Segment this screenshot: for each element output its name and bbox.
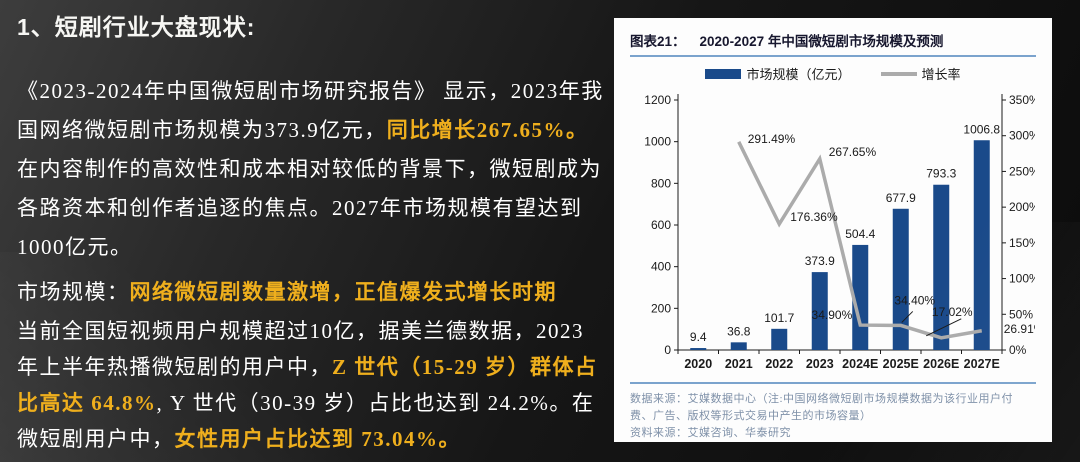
body-text: , Y 世代（30-39 岁）占比也达到 24.2%。在微短剧用户中， (17, 391, 595, 451)
right-axis-label: 0% (1009, 343, 1027, 357)
bar-2022 (771, 328, 788, 350)
growth-value-label-2023: 267.65% (829, 145, 877, 159)
market-scale-paragraph: 市场规模：网络微短剧数量激增，正值爆发式增长时期 (17, 273, 605, 311)
category-label-2022: 2022 (765, 357, 793, 371)
user-structure-paragraph: 当前全国短视频用户规模超过10亿，据美兰德数据，2023年上半年热播微短剧的用户… (17, 313, 605, 457)
growth-value-label-2021: 291.49% (748, 132, 796, 146)
bar-2026E (933, 184, 950, 350)
category-label-2023: 2023 (806, 357, 834, 371)
right-axis-label: 100% (1009, 272, 1035, 286)
left-axis-label: 400 (651, 260, 671, 274)
right-axis-label: 150% (1009, 236, 1035, 250)
category-label-2020: 2020 (684, 357, 712, 371)
figure-sources: 数据来源：艾媒数据中心（注:中国网络微短剧市场规模数据为该行业用户付费、广告、版… (630, 382, 1036, 442)
right-axis-label: 250% (1009, 164, 1035, 178)
body-text: 市场规模： (17, 280, 130, 304)
growth-label-leader-2025E (901, 311, 914, 323)
right-axis-label: 350% (1009, 93, 1035, 107)
growth-value-label-2027E: 26.91% (1004, 322, 1035, 336)
bar-value-label-2027E: 1006.8 (963, 122, 1000, 136)
legend-label-growth-rate: 增长率 (921, 67, 961, 82)
bar-value-label-2022: 101.7 (764, 311, 794, 325)
left-axis-label: 0 (664, 343, 671, 357)
figure-header: 图表21： 2020-2027 年中国微短剧市场规模及预测 (630, 30, 1036, 57)
highlight-text: 女性用户占比达到 73.04%。 (174, 427, 461, 451)
body-text: 在内容制作的高效性和成本相对较低的背景下，微短剧成为各路资本和创作者追逐的焦点。… (17, 157, 602, 259)
growth-value-label-2022: 176.36% (790, 210, 838, 224)
material-source-note: 资料来源：艾媒咨询、华泰研究 (630, 427, 791, 440)
figure-title: 2020-2027 年中国微短剧市场规模及预测 (699, 34, 944, 49)
chart-legend: 市场规模（亿元） 增长率 (630, 64, 1036, 83)
category-label-2027E: 2027E (964, 357, 1000, 371)
highlight-text: Z 世代（15-29 岁）群体占比高达 64.8% (17, 355, 598, 415)
bar-2025E (892, 208, 909, 350)
figure-card: 图表21： 2020-2027 年中国微短剧市场规模及预测 市场规模（亿元） 增… (614, 18, 1052, 442)
bar-value-label-2020: 9.4 (690, 330, 707, 344)
growth-value-label-2024E: 34.90% (812, 308, 853, 322)
growth-value-label-2026E: 17.02% (932, 305, 973, 319)
left-axis-label: 600 (651, 218, 671, 232)
bar-2021 (730, 342, 747, 350)
body-text: 《2023-2024年中国微短剧市场研究报告》 显示，2023年我国网络微短剧市… (17, 79, 604, 142)
market-size-chart: 0 200 400 600 800 1000 1200 0% 50% 100% 150% 200% 25… (644, 93, 1035, 371)
bar-value-label-2024E: 504.4 (845, 227, 875, 241)
legend-label-market-size: 市场规模（亿元） (746, 67, 851, 82)
right-axis-label: 200% (1009, 200, 1035, 214)
left-axis-label: 1000 (644, 135, 671, 149)
left-axis-label: 1200 (644, 93, 671, 107)
bar-value-label-2023: 373.9 (805, 254, 835, 268)
category-label-2026E: 2026E (923, 357, 959, 371)
right-axis-label: 300% (1009, 129, 1035, 143)
bar-value-label-2026E: 793.3 (926, 167, 956, 181)
category-label-2025E: 2025E (883, 357, 919, 371)
slide-text-panel: 1、短剧行业大盘现状: 《2023-2024年中国微短剧市场研究报告》 显示，2… (17, 10, 605, 457)
bar-2020 (690, 348, 707, 350)
right-axis-label: 50% (1009, 307, 1033, 321)
growth-value-label-2025E: 34.40% (894, 293, 935, 307)
intro-paragraph: 《2023-2024年中国微短剧市场研究报告》 显示，2023年我国网络微短剧市… (17, 72, 605, 267)
category-label-2024E: 2024E (842, 357, 878, 371)
legend-item-growth-rate: 增长率 (880, 64, 961, 83)
bar-2027E (973, 140, 990, 350)
left-axis-label: 200 (651, 301, 671, 315)
category-label-2021: 2021 (725, 357, 753, 371)
bar-2023 (811, 272, 828, 350)
body-text: 当前全国短视频用户规模超过10亿，据美兰德数据，2023年上半年热播微短剧的用户… (17, 319, 584, 379)
slide-heading: 1、短剧行业大盘现状: (17, 14, 256, 40)
legend-item-market-size: 市场规模（亿元） (705, 64, 851, 83)
data-source-note: 数据来源：艾媒数据中心（注:中国网络微短剧市场规模数据为该行业用户付费、广告、版… (630, 393, 1014, 423)
growth-rate-line (737, 141, 983, 340)
highlight-text: 网络微短剧数量激增，正值爆发式增长时期 (129, 280, 557, 304)
bar-swatch-icon (705, 68, 742, 79)
bar-value-label-2021: 36.8 (727, 324, 751, 338)
figure-label: 图表21： (630, 34, 686, 49)
line-swatch-icon (880, 71, 917, 76)
growth-label-leader-2026E (926, 318, 962, 337)
highlight-text: 同比增长267.65%。 (386, 118, 589, 142)
bar-value-label-2025E: 677.9 (886, 191, 916, 205)
left-axis-label: 800 (651, 176, 671, 190)
